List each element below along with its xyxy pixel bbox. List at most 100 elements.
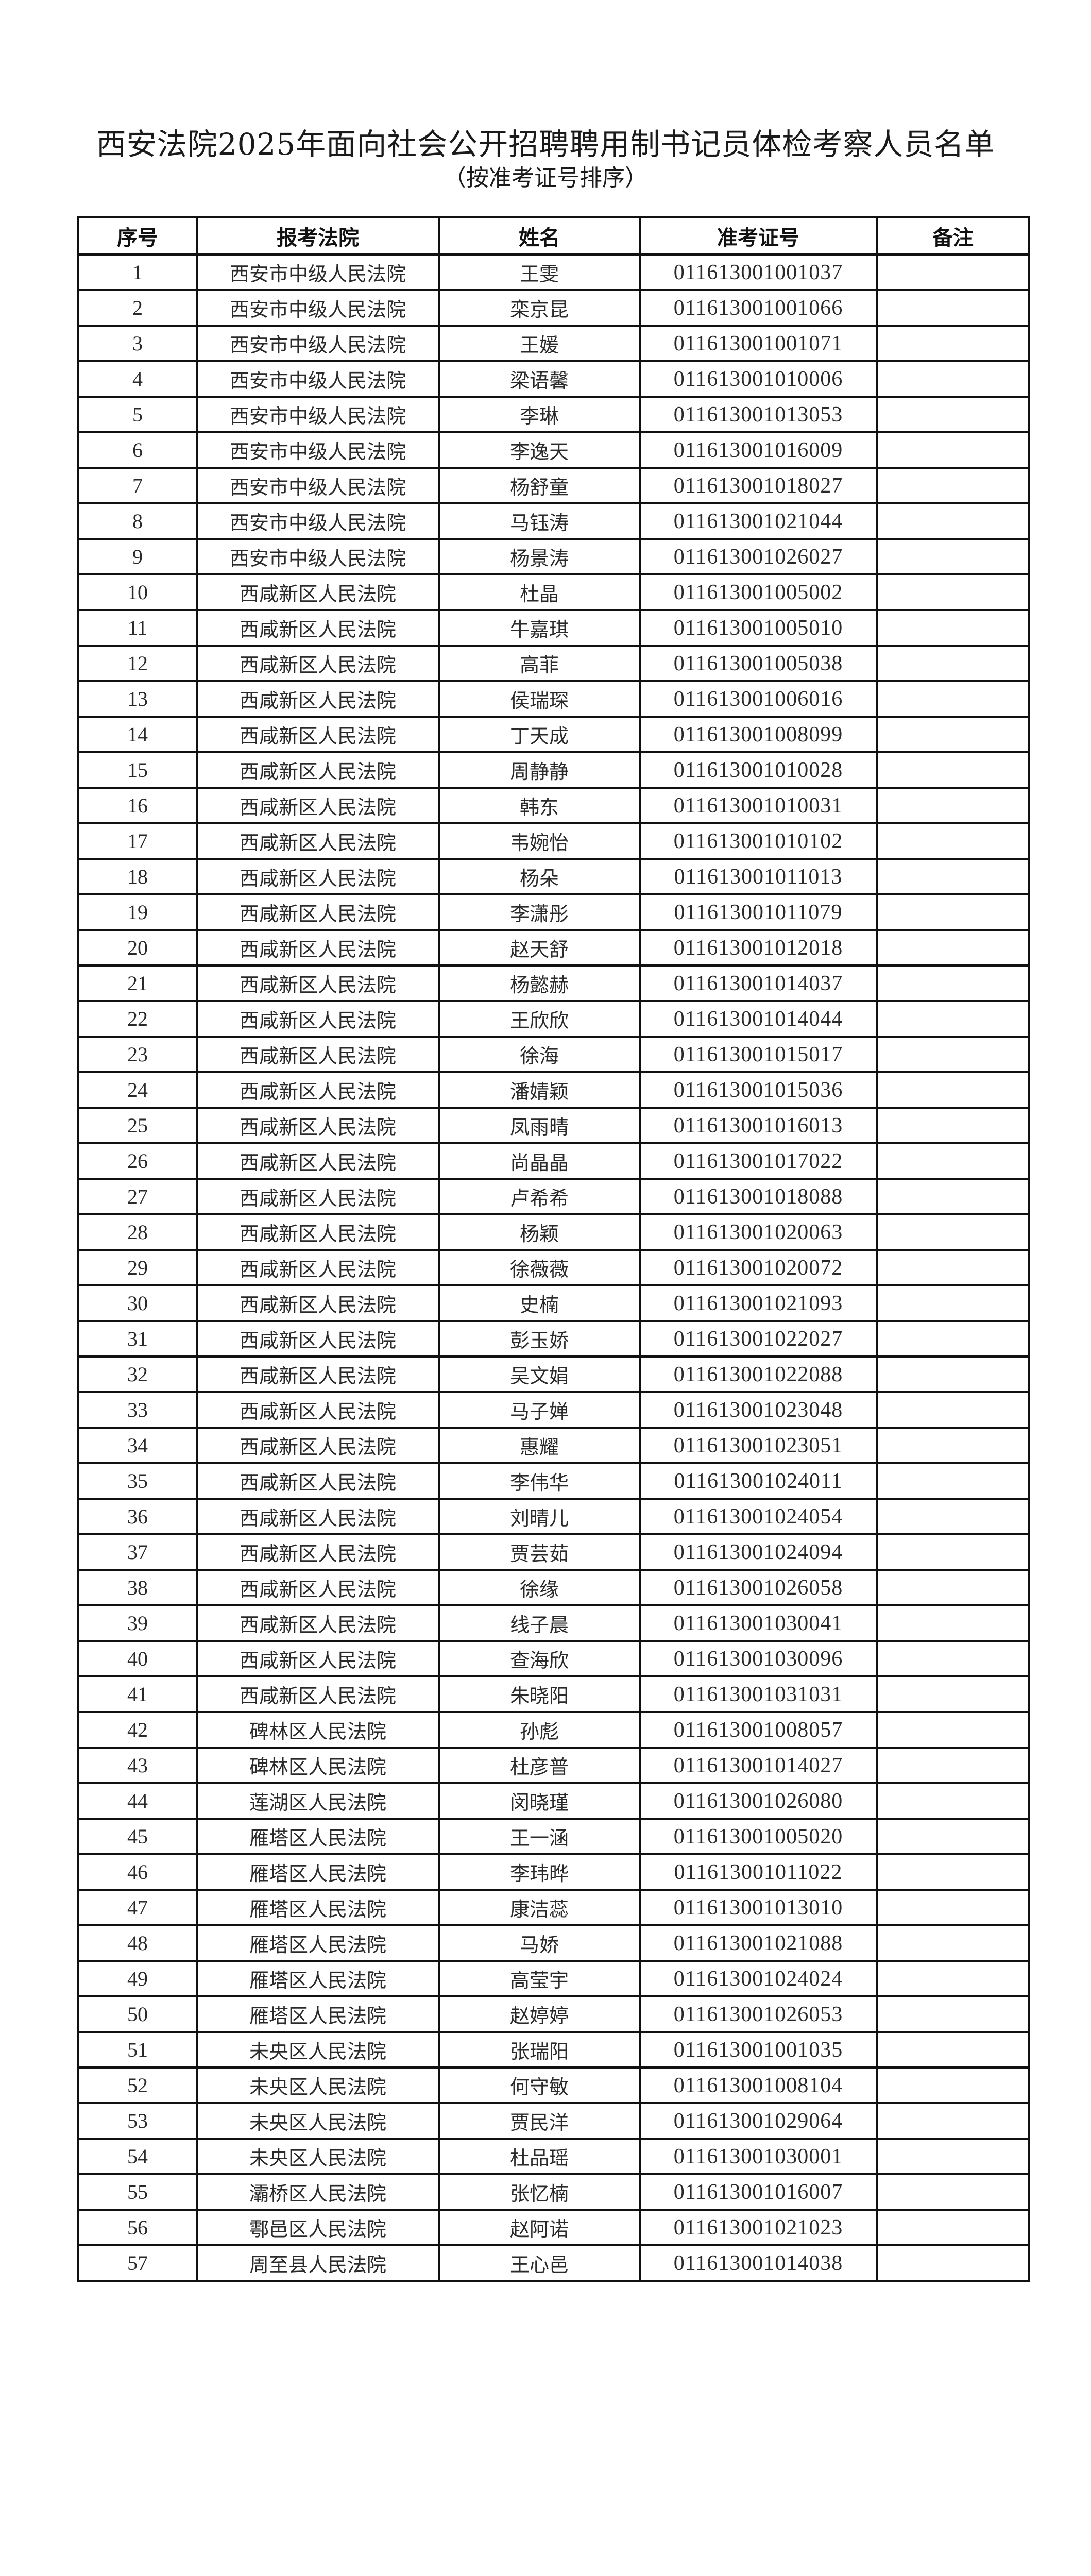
cell-name: 杜品瑶 [438, 2138, 641, 2175]
cell-name: 韩东 [438, 787, 641, 824]
cell-remarks [876, 1818, 1030, 1855]
table-row: 36 西咸新区人民法院 刘晴儿 011613001024054 [77, 1498, 1030, 1535]
cell-name: 尚晶晶 [438, 1142, 641, 1180]
cell-name: 李伟华 [438, 1462, 641, 1500]
cell-court: 雁塔区人民法院 [196, 1924, 440, 1962]
cell-exam-ticket-number: 011613001024094 [639, 1533, 878, 1571]
cell-serial-number: 5 [77, 396, 198, 433]
cell-serial-number: 36 [77, 1498, 198, 1535]
cell-court: 碑林区人民法院 [196, 1747, 440, 1784]
cell-remarks [876, 325, 1030, 362]
table-row: 42 碑林区人民法院 孙彪 011613001008057 [77, 1711, 1030, 1749]
cell-court: 西咸新区人民法院 [196, 1427, 440, 1464]
cell-serial-number: 15 [77, 751, 198, 789]
cell-name: 朱晓阳 [438, 1675, 641, 1713]
cell-remarks [876, 609, 1030, 647]
cell-exam-ticket-number: 011613001012018 [639, 929, 878, 967]
cell-court: 西安市中级人民法院 [196, 289, 440, 327]
cell-exam-ticket-number: 011613001010031 [639, 787, 878, 824]
table-row: 15 西咸新区人民法院 周静静 011613001010028 [77, 751, 1030, 789]
cell-court: 西咸新区人民法院 [196, 573, 440, 611]
cell-remarks [876, 538, 1030, 575]
cell-court: 西咸新区人民法院 [196, 893, 440, 931]
cell-name: 何守敏 [438, 2066, 641, 2104]
table-row: 16 西咸新区人民法院 韩东 011613001010031 [77, 787, 1030, 824]
cell-remarks [876, 1640, 1030, 1677]
cell-serial-number: 7 [77, 467, 198, 504]
cell-exam-ticket-number: 011613001022027 [639, 1320, 878, 1358]
cell-exam-ticket-number: 011613001014038 [639, 2244, 878, 2282]
table-row: 3 西安市中级人民法院 王媛 011613001001071 [77, 325, 1030, 362]
table-row: 21 西咸新区人民法院 杨懿赫 011613001014037 [77, 964, 1030, 1002]
cell-remarks [876, 2209, 1030, 2246]
cell-exam-ticket-number: 011613001018088 [639, 1178, 878, 1215]
cell-exam-ticket-number: 011613001024024 [639, 1960, 878, 1997]
table-row: 28 西咸新区人民法院 杨颖 011613001020063 [77, 1213, 1030, 1251]
cell-court: 西咸新区人民法院 [196, 1284, 440, 1322]
cell-exam-ticket-number: 011613001001035 [639, 2031, 878, 2069]
cell-remarks [876, 2066, 1030, 2104]
cell-court: 西咸新区人民法院 [196, 1036, 440, 1073]
table-row: 5 西安市中级人民法院 李琳 011613001013053 [77, 396, 1030, 433]
cell-name: 韦婉怡 [438, 822, 641, 860]
cell-serial-number: 38 [77, 1569, 198, 1606]
cell-serial-number: 37 [77, 1533, 198, 1571]
cell-remarks [876, 1320, 1030, 1358]
cell-serial-number: 26 [77, 1142, 198, 1180]
cell-serial-number: 55 [77, 2173, 198, 2211]
cell-name: 丁天成 [438, 716, 641, 753]
cell-serial-number: 49 [77, 1960, 198, 1997]
cell-court: 西咸新区人民法院 [196, 1107, 440, 1144]
cell-name: 马娇 [438, 1924, 641, 1962]
cell-exam-ticket-number: 011613001008099 [639, 716, 878, 753]
cell-exam-ticket-number: 011613001015017 [639, 1036, 878, 1073]
table-row: 44 莲湖区人民法院 闵晓瑾 011613001026080 [77, 1782, 1030, 1820]
table-row: 41 西咸新区人民法院 朱晓阳 011613001031031 [77, 1675, 1030, 1713]
cell-remarks [876, 893, 1030, 931]
cell-remarks [876, 1036, 1030, 1073]
cell-serial-number: 57 [77, 2244, 198, 2282]
cell-remarks [876, 929, 1030, 967]
cell-court: 西咸新区人民法院 [196, 680, 440, 718]
cell-court: 灞桥区人民法院 [196, 2173, 440, 2211]
header-court: 报考法院 [196, 216, 440, 256]
cell-serial-number: 45 [77, 1818, 198, 1855]
table-row: 24 西咸新区人民法院 潘婧颖 011613001015036 [77, 1071, 1030, 1109]
cell-court: 西咸新区人民法院 [196, 858, 440, 895]
cell-court: 西安市中级人民法院 [196, 538, 440, 575]
cell-serial-number: 9 [77, 538, 198, 575]
cell-court: 西咸新区人民法院 [196, 964, 440, 1002]
cell-remarks [876, 1284, 1030, 1322]
cell-name: 王雯 [438, 253, 641, 291]
cell-court: 西安市中级人民法院 [196, 396, 440, 433]
cell-remarks [876, 1000, 1030, 1038]
cell-name: 杨景涛 [438, 538, 641, 575]
cell-exam-ticket-number: 011613001021044 [639, 502, 878, 540]
table-row: 14 西咸新区人民法院 丁天成 011613001008099 [77, 716, 1030, 753]
cell-remarks [876, 360, 1030, 398]
cell-remarks [876, 1391, 1030, 1429]
table-row: 33 西咸新区人民法院 马子婵 011613001023048 [77, 1391, 1030, 1429]
table-row: 7 西安市中级人民法院 杨舒童 011613001018027 [77, 467, 1030, 504]
cell-serial-number: 23 [77, 1036, 198, 1073]
table-row: 51 未央区人民法院 张瑞阳 011613001001035 [77, 2031, 1030, 2069]
cell-exam-ticket-number: 011613001015036 [639, 1071, 878, 1109]
cell-exam-ticket-number: 011613001026053 [639, 1995, 878, 2033]
table-row: 29 西咸新区人民法院 徐薇薇 011613001020072 [77, 1249, 1030, 1286]
cell-exam-ticket-number: 011613001011022 [639, 1853, 878, 1891]
cell-name: 杨颖 [438, 1213, 641, 1251]
cell-exam-ticket-number: 011613001021023 [639, 2209, 878, 2246]
cell-serial-number: 51 [77, 2031, 198, 2069]
cell-remarks [876, 1355, 1030, 1393]
cell-serial-number: 39 [77, 1604, 198, 1642]
cell-name: 贾民洋 [438, 2102, 641, 2140]
cell-name: 杜晶 [438, 573, 641, 611]
cell-serial-number: 1 [77, 253, 198, 291]
cell-remarks [876, 645, 1030, 682]
cell-serial-number: 34 [77, 1427, 198, 1464]
cell-court: 西咸新区人民法院 [196, 1604, 440, 1642]
cell-exam-ticket-number: 011613001023051 [639, 1427, 878, 1464]
cell-court: 西咸新区人民法院 [196, 1178, 440, 1215]
cell-serial-number: 16 [77, 787, 198, 824]
cell-remarks [876, 1142, 1030, 1180]
